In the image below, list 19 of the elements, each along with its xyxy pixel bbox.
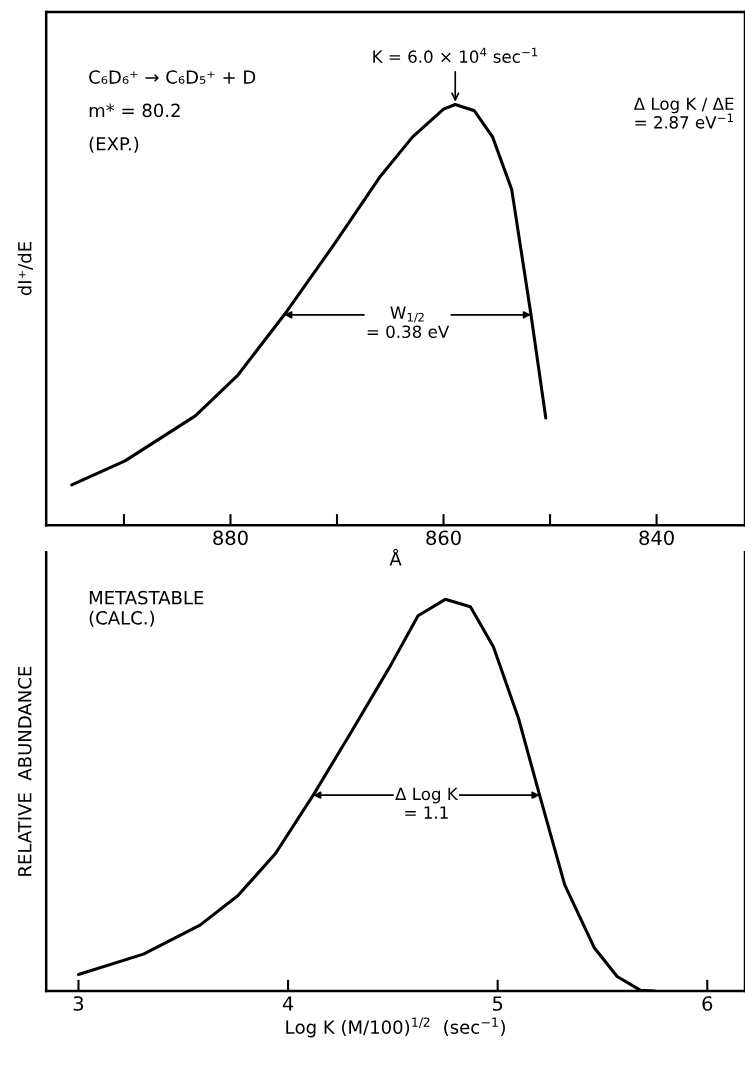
annotation: Δ Log K / ΔE = 2.87 eV$^{−1}$ xyxy=(633,97,734,129)
x-tick-label: 6 xyxy=(702,996,713,1011)
y-axis-title: RELATIVE ABUNDANCE xyxy=(17,666,32,876)
x-axis-title: Log K (M/100)$^{1/2}$ (sec$^{−1}$) xyxy=(286,1017,505,1038)
x-tick-label: 840 xyxy=(639,530,674,546)
annotation: Δ Log K = 1.1 xyxy=(395,787,459,819)
y-axis-title: dI⁺/dE xyxy=(17,242,33,296)
x-tick-label: 880 xyxy=(213,530,248,546)
x-tick-label: 5 xyxy=(492,996,503,1011)
annotation: (EXP.) xyxy=(89,136,139,153)
annotation: K = 6.0 × 10$^{4}$ sec$^{−1}$ xyxy=(373,47,538,63)
x-axis-title: Å xyxy=(389,548,402,566)
text: C₆D₆⁺ → C₆D₅⁺ + D xyxy=(89,70,256,84)
x-tick-label: 4 xyxy=(282,996,294,1011)
annotation: METASTABLE (CALC.) xyxy=(89,590,204,627)
annotation: m* = 80.2 xyxy=(89,103,180,118)
x-tick-label: 3 xyxy=(73,996,84,1011)
annotation: W$_{1/2}$ = 0.38 eV xyxy=(367,306,450,339)
x-tick-label: 860 xyxy=(426,530,461,546)
